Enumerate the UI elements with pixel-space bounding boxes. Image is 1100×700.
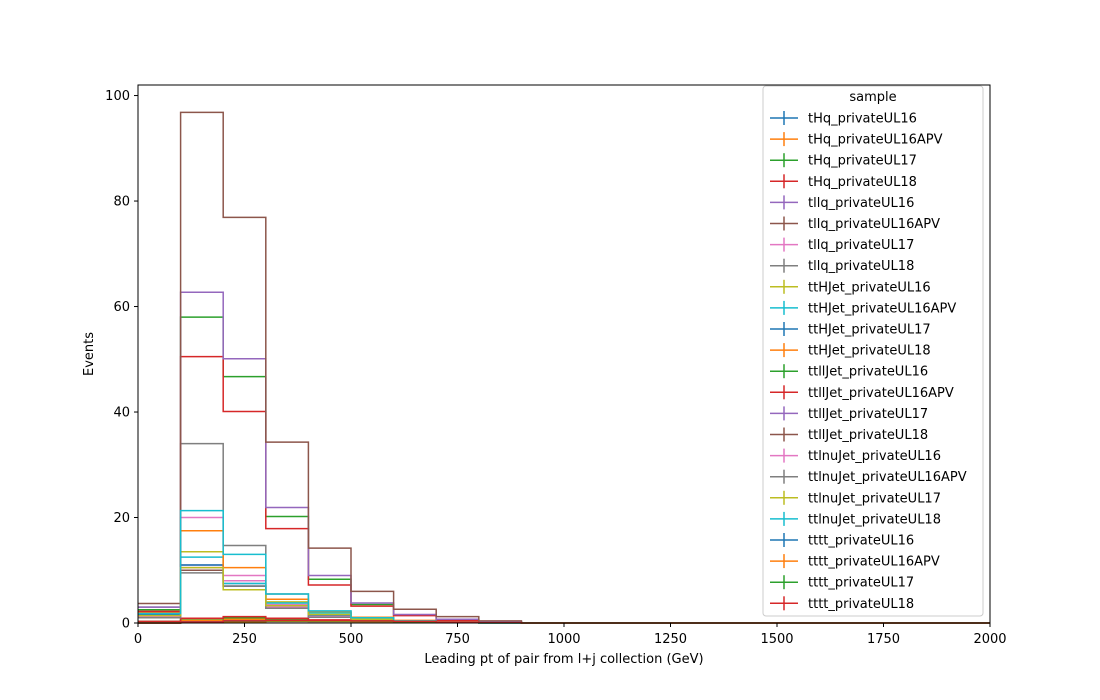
legend-item-12: ttllJet_privateUL16: [770, 364, 928, 380]
legend-item-10: ttHJet_privateUL17: [770, 322, 931, 338]
legend-label-18: ttlnuJet_privateUL17: [808, 491, 941, 506]
legend-item-4: tllq_privateUL16: [770, 195, 914, 211]
legend-item-18: ttlnuJet_privateUL17: [770, 490, 941, 506]
legend-label-11: ttHJet_privateUL18: [808, 344, 931, 359]
legend-label-6: tllq_privateUL17: [808, 238, 914, 253]
legend-item-1: tHq_privateUL16APV: [770, 132, 943, 148]
legend-label-2: tHq_privateUL17: [808, 154, 917, 169]
legend-label-0: tHq_privateUL16: [808, 112, 917, 127]
axes-frame: [137, 84, 991, 624]
legend-item-6: tllq_privateUL17: [770, 237, 914, 253]
legend-item-23: tttt_privateUL18: [770, 596, 914, 612]
legend-item-9: ttHJet_privateUL16APV: [770, 300, 956, 316]
legend-label-7: tllq_privateUL18: [808, 259, 914, 274]
legend-box: [762, 85, 984, 617]
x-axis-ticks: 0 250 500 750 1000 1250 1500 1750 2000: [134, 623, 1007, 647]
x-axis-label: Leading pt of pair from l+j collection (…: [424, 652, 703, 667]
legend-item-21: tttt_privateUL16APV: [770, 554, 940, 570]
legend-item-22: tttt_privateUL17: [770, 575, 914, 591]
legend-label-14: ttllJet_privateUL17: [808, 407, 928, 422]
legend-item-15: ttllJet_privateUL18: [770, 427, 928, 443]
x-tick-label-5: 1250: [654, 632, 687, 647]
legend-item-5: tllq_privateUL16APV: [770, 216, 940, 232]
legend-label-12: ttllJet_privateUL16: [808, 365, 928, 380]
legend-label-19: ttlnuJet_privateUL18: [808, 512, 941, 527]
legend-item-7: tllq_privateUL18: [770, 258, 914, 274]
legend-title: sample: [849, 90, 896, 105]
x-tick-label-8: 2000: [973, 632, 1006, 647]
legend-item-2: tHq_privateUL17: [770, 153, 917, 169]
legend-label-8: ttHJet_privateUL16: [808, 280, 931, 295]
y-tick-label-3: 60: [113, 300, 130, 315]
legend-label-5: tllq_privateUL16APV: [808, 217, 940, 232]
legend-item-19: ttlnuJet_privateUL18: [770, 511, 941, 527]
y-tick-label-4: 80: [113, 195, 130, 210]
x-tick-label-0: 0: [134, 632, 142, 647]
legend-label-4: tllq_privateUL16: [808, 196, 914, 211]
x-tick-label-1: 250: [232, 632, 257, 647]
legend-items: tHq_privateUL16 tHq_privateUL16APV tHq_pri…: [770, 111, 967, 612]
legend-label-16: ttlnuJet_privateUL16: [808, 449, 941, 464]
legend-item-11: ttHJet_privateUL18: [770, 343, 931, 359]
y-axis-ticks: 0 20 40 60 80 100: [105, 89, 138, 632]
y-tick-label-2: 40: [113, 406, 130, 421]
legend: sample tHq_privateUL16 tHq_privateUL16APV…: [762, 85, 984, 617]
legend-label-3: tHq_privateUL18: [808, 175, 917, 190]
legend-label-13: ttllJet_privateUL16APV: [808, 386, 954, 401]
legend-item-3: tHq_privateUL18: [770, 174, 917, 190]
x-tick-label-3: 750: [445, 632, 470, 647]
legend-item-20: tttt_privateUL16: [770, 533, 914, 549]
legend-label-21: tttt_privateUL16APV: [808, 555, 940, 570]
y-tick-label-0: 0: [122, 617, 130, 632]
legend-item-0: tHq_privateUL16: [770, 111, 917, 127]
y-tick-label-1: 20: [113, 511, 130, 526]
legend-item-17: ttlnuJet_privateUL16APV: [770, 469, 967, 485]
legend-label-20: tttt_privateUL16: [808, 534, 914, 549]
x-tick-label-7: 1750: [867, 632, 900, 647]
legend-label-1: tHq_privateUL16APV: [808, 133, 943, 148]
x-tick-label-2: 500: [339, 632, 364, 647]
x-tick-label-6: 1500: [760, 632, 793, 647]
y-tick-label-5: 100: [105, 89, 130, 104]
legend-item-14: ttllJet_privateUL17: [770, 406, 928, 422]
legend-item-13: ttllJet_privateUL16APV: [770, 385, 954, 401]
legend-label-23: tttt_privateUL18: [808, 597, 914, 612]
legend-label-9: ttHJet_privateUL16APV: [808, 301, 956, 316]
legend-label-15: ttllJet_privateUL18: [808, 428, 928, 443]
legend-label-10: ttHJet_privateUL17: [808, 323, 931, 338]
x-tick-label-4: 1000: [547, 632, 580, 647]
legend-item-8: ttHJet_privateUL16: [770, 279, 931, 295]
legend-label-22: tttt_privateUL17: [808, 576, 914, 591]
legend-label-17: ttlnuJet_privateUL16APV: [808, 470, 967, 485]
y-axis-label: Events: [82, 332, 97, 376]
legend-item-16: ttlnuJet_privateUL16: [770, 448, 941, 464]
